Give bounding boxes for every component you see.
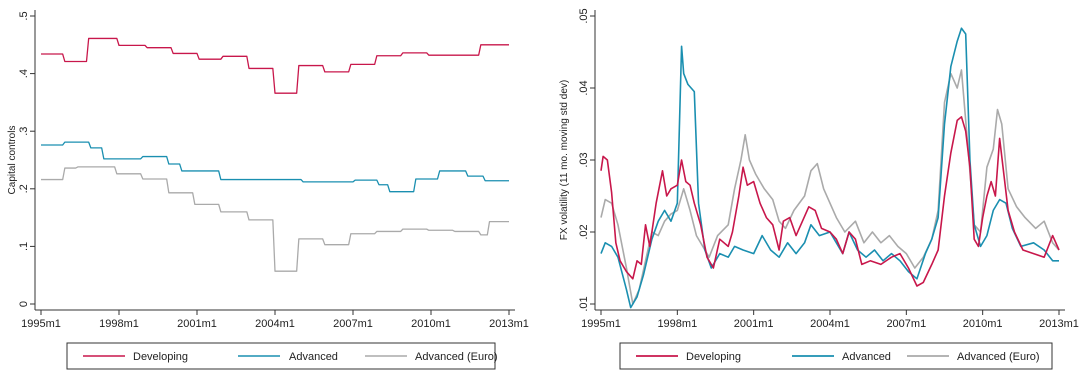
- legend: Developing Advanced Advanced (Euro): [619, 342, 1053, 370]
- x-tick-label: 2007m1: [886, 318, 926, 330]
- y-tick-label: .04: [578, 80, 590, 95]
- legend-label: Developing: [133, 351, 188, 363]
- legend: Developing Advanced Advanced (Euro): [66, 342, 498, 370]
- x-tick-label: 2001m1: [177, 318, 217, 330]
- x-tick-label: 2013m1: [1039, 318, 1079, 330]
- series-line-advanced-euro: [41, 166, 509, 272]
- x-tick-label: 2004m1: [810, 318, 850, 330]
- y-axis-title: Capital controls: [7, 126, 18, 195]
- x-tick-label: 2007m1: [333, 318, 373, 330]
- y-tick-label: .5: [18, 11, 30, 20]
- legend-box: [66, 342, 496, 370]
- legend-label: Advanced: [842, 351, 891, 363]
- x-tick-label: 1998m1: [99, 318, 139, 330]
- y-tick-label: .01: [578, 296, 590, 311]
- series-line-advanced: [41, 141, 509, 193]
- y-tick-label: .1: [18, 242, 30, 251]
- legend-label: Advanced: [289, 351, 338, 363]
- x-tick-label: 2010m1: [411, 318, 451, 330]
- x-tick-label: 1995m1: [581, 318, 621, 330]
- x-tick-label: 1995m1: [21, 318, 61, 330]
- x-tick-label: 2004m1: [255, 318, 295, 330]
- y-tick-label: .3: [18, 127, 30, 136]
- y-tick-label: .05: [578, 8, 590, 23]
- x-tick-label: 1998m1: [657, 318, 697, 330]
- x-tick-label: 2013m1: [489, 318, 529, 330]
- series-line-developing: [600, 116, 1060, 287]
- y-tick-label: .03: [578, 152, 590, 167]
- y-tick-label: .02: [578, 224, 590, 239]
- x-tick-label: 2001m1: [734, 318, 774, 330]
- series-line-developing: [41, 37, 509, 94]
- y-tick-label: .2: [18, 184, 30, 193]
- y-tick-label: 0: [18, 301, 30, 307]
- x-tick-label: 2010m1: [963, 318, 1003, 330]
- y-axis-title: FX volatility (11 mo. moving std dev): [559, 80, 570, 240]
- y-tick-label: .4: [18, 69, 30, 78]
- legend-box: [619, 342, 1053, 370]
- chart-panel-2: .01 .02 .03 .04 .05 1995m1 1998m1 2001m1 2004m1 2…: [559, 8, 1079, 370]
- legend-label: Developing: [686, 351, 741, 363]
- legend-label: Advanced (Euro): [957, 351, 1040, 363]
- chart-panel-1: 0 .1 .2 .3 .4 .5 1995m1 1998m1 2001m1 2004m1 2007m…: [7, 10, 529, 370]
- series-line-advanced: [600, 27, 1059, 309]
- legend-label: Advanced (Euro): [415, 351, 498, 363]
